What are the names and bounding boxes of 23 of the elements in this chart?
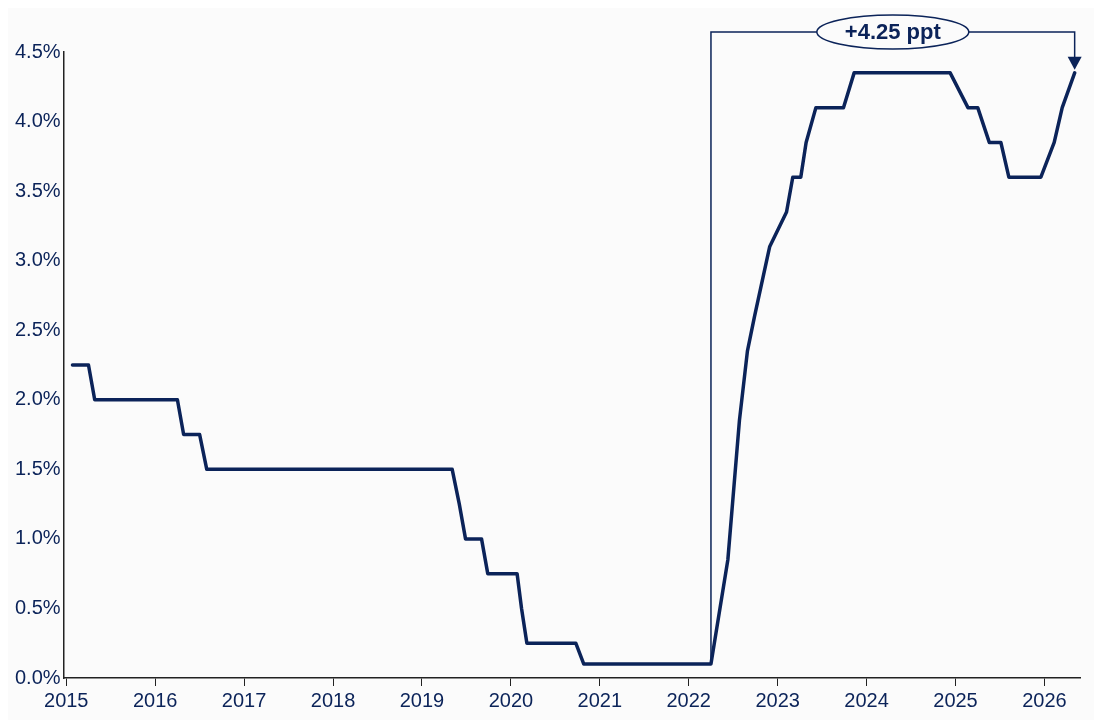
x-tick-label: 2019 [399,688,445,711]
x-tick-label: 2025 [933,688,978,711]
x-tick-label: 2026 [1022,688,1067,711]
x-tick-label: 2016 [132,688,178,711]
y-tick-label: 1.0% [14,526,61,549]
x-tick-label: 2023 [755,688,800,711]
x-tick-label: 2022 [666,688,711,711]
y-tick-label: 4.5% [14,39,61,62]
x-tick-label: 2020 [488,688,534,711]
y-tick-label: 2.0% [14,387,61,410]
y-tick-label: 3.0% [14,248,61,271]
x-tick-label: 2017 [221,688,267,711]
y-tick-label: 0.0% [14,665,61,688]
x-tick-label: 2024 [844,688,889,711]
y-tick-label: 3.5% [14,178,61,201]
y-tick-label: 1.5% [14,456,61,479]
y-tick-label: 0.5% [14,595,61,618]
text: +4.25 ppt [844,19,942,45]
y-tick-label: 2.5% [14,317,61,340]
x-tick-label: 2021 [577,688,623,711]
y-tick-label: 4.0% [14,109,61,132]
x-tick-label: 2015 [44,688,89,711]
x-tick-label: 2018 [310,688,356,711]
